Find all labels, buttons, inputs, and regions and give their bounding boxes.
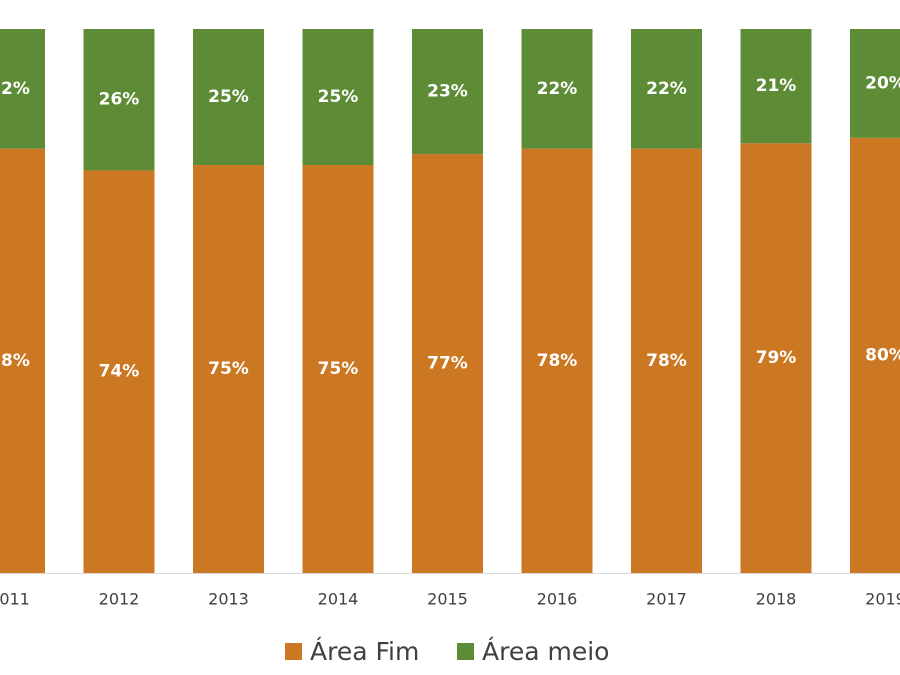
x-tick-label: 2013 <box>208 590 249 609</box>
value-label: 79% <box>756 348 797 368</box>
bar-segment <box>302 165 374 573</box>
bar-segment <box>302 29 374 165</box>
x-tick-label: 2012 <box>99 590 140 609</box>
value-label: 78% <box>537 351 578 371</box>
bar-segment <box>850 29 900 138</box>
value-label: 80% <box>865 345 900 365</box>
value-label: 22% <box>0 79 30 99</box>
x-tick-label: 2011 <box>0 590 30 609</box>
legend-swatch <box>457 643 474 660</box>
bar-segment <box>83 29 155 171</box>
bar-segment <box>631 29 702 149</box>
value-label: 23% <box>427 82 468 102</box>
x-tick-label: 2019 <box>865 590 900 609</box>
value-label: 74% <box>99 362 140 382</box>
x-tick-label: 2017 <box>646 590 687 609</box>
value-label: 26% <box>99 90 140 110</box>
legend-swatch <box>285 643 302 660</box>
bar-segment <box>521 29 593 149</box>
bar-segment <box>412 154 483 573</box>
value-label: 21% <box>756 76 797 96</box>
value-label: 78% <box>646 351 687 371</box>
bar-segment <box>412 29 483 155</box>
value-label: 78% <box>0 351 30 371</box>
bar-segment <box>740 29 812 144</box>
x-tick-label: 2016 <box>537 590 578 609</box>
x-tick-label: 2014 <box>318 590 359 609</box>
bar-segment <box>740 143 812 574</box>
value-label: 22% <box>646 79 687 99</box>
value-label: 25% <box>318 87 359 107</box>
legend-label: Área meio <box>482 637 609 666</box>
value-label: 22% <box>537 79 578 99</box>
legend-label: Área Fim <box>310 637 419 666</box>
bar-segment <box>0 148 45 573</box>
bar-segment <box>193 29 264 165</box>
x-tick-label: 2015 <box>427 590 468 609</box>
bar-segment <box>521 148 593 573</box>
bar-segment <box>631 148 702 573</box>
bar-segment <box>850 137 900 574</box>
x-tick-label: 2018 <box>756 590 797 609</box>
bar-segment <box>0 29 45 149</box>
bar-segment <box>83 170 155 573</box>
value-label: 75% <box>318 359 359 379</box>
value-label: 25% <box>208 87 249 107</box>
value-label: 77% <box>427 354 468 374</box>
value-label: 20% <box>865 73 900 93</box>
bar-segment <box>193 165 264 573</box>
value-label: 75% <box>208 359 249 379</box>
